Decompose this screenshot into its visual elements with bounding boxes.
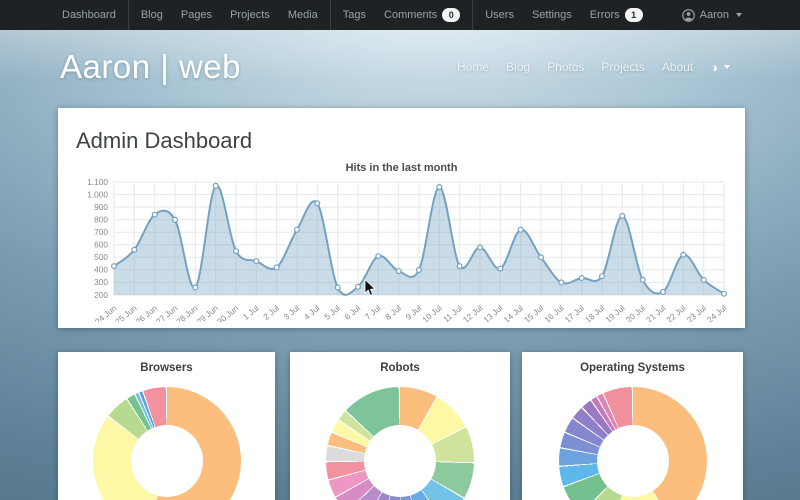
svg-text:22 Jul: 22 Jul <box>664 303 688 322</box>
svg-text:13 Jul: 13 Jul <box>481 303 505 322</box>
svg-text:1.000: 1.000 <box>87 189 108 199</box>
robots-donut-chart <box>326 387 474 500</box>
browsers-card: Browsers <box>58 352 275 500</box>
user-icon <box>681 8 695 22</box>
nav-link-photos[interactable]: Photos <box>547 60 585 74</box>
svg-text:3 Jul: 3 Jul <box>281 303 301 322</box>
site-brand[interactable]: Aaron | web <box>60 48 242 85</box>
browsers-donut-chart <box>92 387 241 500</box>
svg-text:1 Jul: 1 Jul <box>241 303 261 322</box>
svg-text:14 Jul: 14 Jul <box>502 303 526 322</box>
svg-text:30 Jun: 30 Jun <box>215 303 241 322</box>
topbar-item-label: Users <box>485 9 514 21</box>
svg-text:5 Jul: 5 Jul <box>322 303 342 322</box>
admin-topbar: Dashboard Blog Pages Projects Media Tags Comme… <box>0 0 800 30</box>
site-header: Aaron | web Home Blog Photos Projects About ◑ <box>0 30 800 104</box>
robots-card: Robots <box>290 352 510 500</box>
browsers-title: Browsers <box>140 362 193 374</box>
topbar-item-tags[interactable]: Tags <box>334 0 375 30</box>
robots-title: Robots <box>380 362 420 374</box>
svg-text:900: 900 <box>94 202 108 212</box>
svg-text:9 Jul: 9 Jul <box>403 303 423 322</box>
svg-text:20 Jul: 20 Jul <box>624 303 648 322</box>
topbar-item-pages[interactable]: Pages <box>172 0 221 30</box>
svg-text:1.100: 1.100 <box>87 177 108 187</box>
chevron-down-icon <box>736 13 742 17</box>
svg-text:6 Jul: 6 Jul <box>342 303 362 322</box>
svg-text:800: 800 <box>94 215 108 225</box>
topbar-item-label: Settings <box>531 9 572 21</box>
errors-count-badge: 1 <box>624 8 643 22</box>
topbar-item-comments[interactable]: Comments 0 <box>375 0 469 30</box>
nav-link-blog[interactable]: Blog <box>506 60 531 74</box>
svg-text:15 Jul: 15 Jul <box>522 303 546 322</box>
topbar-item-settings[interactable]: Settings <box>523 0 581 30</box>
svg-text:19 Jul: 19 Jul <box>603 303 627 322</box>
theme-toggle[interactable]: ◑ <box>710 60 730 75</box>
main-nav: Home Blog Photos Projects About ◑ <box>457 60 730 75</box>
topbar-item-label: Projects <box>230 9 270 21</box>
svg-text:300: 300 <box>94 277 108 287</box>
topbar-item-media[interactable]: Media <box>279 0 327 30</box>
svg-text:16 Jul: 16 Jul <box>542 303 566 322</box>
menu-group: Users Settings Errors 1 <box>472 0 654 30</box>
svg-text:21 Jul: 21 Jul <box>644 303 668 322</box>
hits-chart-title: Hits in the last month <box>345 162 458 174</box>
svg-text:4 Jul: 4 Jul <box>302 303 322 322</box>
mouse-cursor-icon <box>364 279 376 296</box>
svg-text:200: 200 <box>94 290 108 300</box>
topbar-item-users[interactable]: Users <box>476 0 523 30</box>
user-name: Aaron <box>699 9 729 21</box>
topbar-item-label: Tags <box>342 9 367 21</box>
menu-group: Dashboard <box>50 0 128 30</box>
topbar-item-label: Pages <box>180 9 213 21</box>
operating-systems-card: Operating Systems <box>522 352 743 500</box>
svg-text:400: 400 <box>94 265 108 275</box>
topbar-item-label: Media <box>287 9 318 21</box>
svg-text:600: 600 <box>94 240 108 250</box>
topbar-item-errors[interactable]: Errors 1 <box>581 0 652 30</box>
page-title: Admin Dashboard <box>76 128 253 153</box>
operating-systems-donut-chart <box>558 387 707 500</box>
svg-text:700: 700 <box>94 227 108 237</box>
topbar-item-label: Blog <box>140 9 163 21</box>
svg-text:17 Jul: 17 Jul <box>563 303 587 322</box>
svg-text:8 Jul: 8 Jul <box>383 303 403 322</box>
topbar-item-blog[interactable]: Blog <box>132 0 172 30</box>
svg-text:24 Jul: 24 Jul <box>705 303 729 322</box>
menu-group: Blog Pages Projects Media <box>127 0 330 30</box>
topbar-item-label: Dashboard <box>62 9 116 21</box>
svg-text:10 Jul: 10 Jul <box>420 303 444 322</box>
svg-text:7 Jul: 7 Jul <box>363 303 383 322</box>
svg-text:23 Jul: 23 Jul <box>685 303 709 322</box>
nav-link-projects[interactable]: Projects <box>601 60 645 74</box>
svg-text:11 Jul: 11 Jul <box>441 303 464 322</box>
user-menu[interactable]: Aaron <box>681 8 742 22</box>
nav-link-about[interactable]: About <box>661 60 694 74</box>
topbar-item-label: Comments <box>384 9 438 21</box>
comments-count-badge: 0 <box>442 8 461 22</box>
nav-link-home[interactable]: Home <box>457 60 490 74</box>
svg-text:500: 500 <box>94 252 108 262</box>
contrast-icon: ◑ <box>710 59 718 75</box>
topbar-item-dashboard[interactable]: Dashboard <box>53 0 125 30</box>
topbar-item-label: Errors <box>589 9 620 21</box>
admin-menu: Dashboard Blog Pages Projects Media Tags Comme… <box>50 0 655 30</box>
menu-group: Tags Comments 0 <box>329 0 472 30</box>
svg-text:12 Jul: 12 Jul <box>461 303 485 322</box>
svg-text:18 Jul: 18 Jul <box>583 303 607 322</box>
chevron-down-icon <box>724 65 730 69</box>
operating-systems-title: Operating Systems <box>580 362 685 374</box>
dashboard-card: Admin Dashboard Hits in the last month 1… <box>58 108 745 328</box>
topbar-item-projects[interactable]: Projects <box>221 0 279 30</box>
svg-text:2 Jul: 2 Jul <box>261 303 281 322</box>
